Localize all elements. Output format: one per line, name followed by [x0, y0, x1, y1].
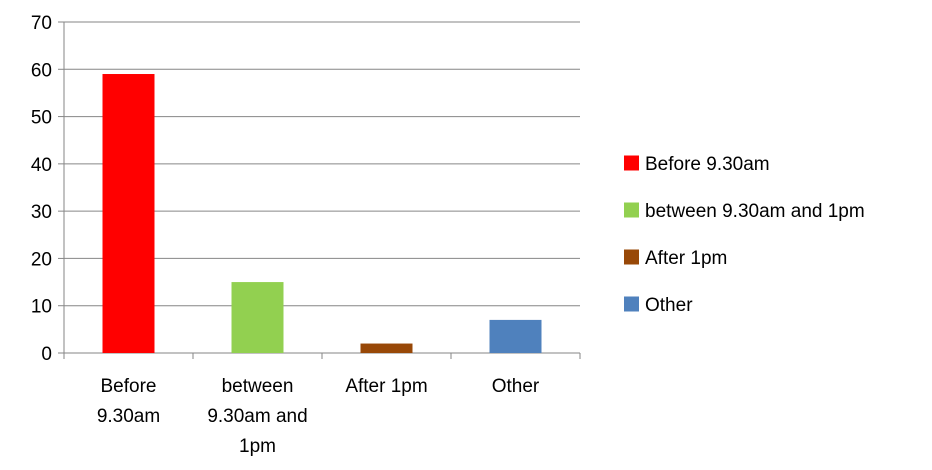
y-tick-label: 40 [31, 155, 52, 176]
x-tick-label: After 1pm [345, 376, 427, 397]
x-tick-labels: Before 9.30am between 9.30am and 1pm After 1p… [97, 376, 540, 457]
x-tick-label: Other [492, 376, 540, 397]
legend-swatch [624, 296, 639, 312]
y-tick-label: 0 [41, 344, 52, 365]
bar-2 [360, 343, 413, 353]
x-tick-label: between [222, 376, 294, 397]
bar-3 [489, 319, 542, 353]
y-tick-label: 20 [31, 249, 52, 270]
bar-0 [102, 74, 155, 353]
legend-swatch [624, 202, 639, 218]
bars [102, 74, 542, 353]
x-tick-label: 9.30am and [207, 406, 307, 427]
bar-1 [231, 282, 284, 353]
x-tick-label: 9.30am [97, 406, 160, 427]
x-tick-label: Before [101, 376, 157, 397]
legend-label: Other [645, 295, 693, 316]
legend-label: After 1pm [645, 248, 727, 269]
y-tick-label: 10 [31, 297, 52, 318]
legend: Before 9.30am between 9.30am and 1pm After… [624, 154, 865, 316]
x-tick-label: 1pm [239, 436, 276, 457]
y-tick-labels: 0 10 20 30 40 50 60 70 [31, 13, 52, 365]
legend-swatch [624, 249, 639, 265]
y-tick-label: 60 [31, 60, 52, 81]
legend-label: between 9.30am and 1pm [645, 201, 865, 222]
y-tick-label: 50 [31, 108, 52, 129]
y-tick-label: 30 [31, 202, 52, 223]
legend-label: Before 9.30am [645, 154, 770, 175]
legend-swatch [624, 155, 639, 171]
y-tick-label: 70 [31, 13, 52, 34]
